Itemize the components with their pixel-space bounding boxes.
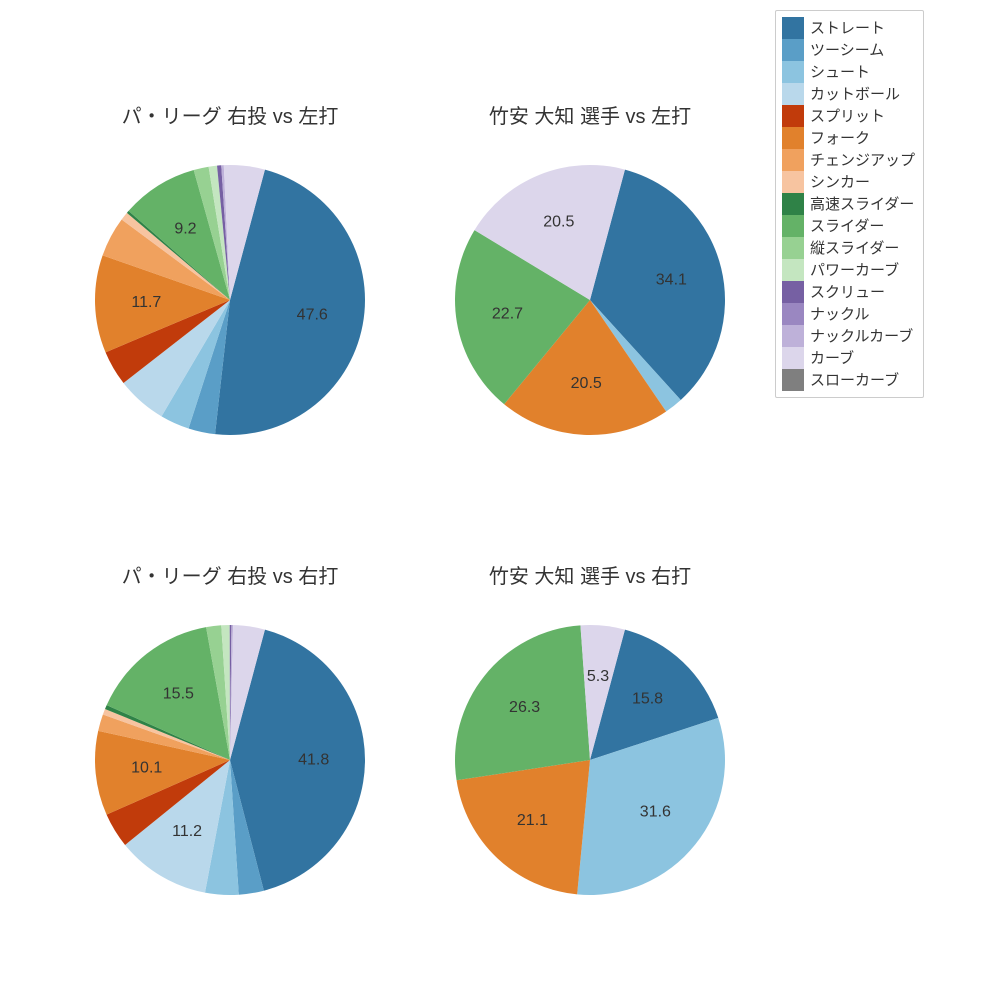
legend-swatch: [782, 237, 804, 259]
legend-item: チェンジアップ: [782, 149, 915, 171]
slice-value-label: 9.2: [174, 220, 196, 237]
slice-value-label: 41.8: [298, 752, 329, 769]
legend-swatch: [782, 61, 804, 83]
legend-item: パワーカーブ: [782, 259, 915, 281]
legend-label: スクリュー: [810, 285, 885, 300]
legend-swatch: [782, 39, 804, 61]
legend-item: シュート: [782, 61, 915, 83]
legend-swatch: [782, 215, 804, 237]
legend-label: 縦スライダー: [810, 241, 899, 256]
legend-label: スプリット: [810, 109, 885, 124]
pie-chart: 41.8 11.2 10.1 15.5: [60, 520, 400, 940]
legend-item: スクリュー: [782, 281, 915, 303]
slice-value-label: 22.7: [492, 305, 523, 322]
legend-label: パワーカーブ: [810, 263, 899, 278]
legend-label: ナックルカーブ: [810, 329, 913, 344]
legend-label: シンカー: [810, 175, 870, 190]
legend-label: ストレート: [810, 21, 885, 36]
legend-item: カットボール: [782, 83, 915, 105]
legend-label: ナックル: [810, 307, 870, 322]
legend-item: スライダー: [782, 215, 915, 237]
pie-panel-top-left: パ・リーグ 右投 vs 左打47.611.79.2: [60, 60, 400, 480]
legend-swatch: [782, 259, 804, 281]
slice-value-label: 21.1: [517, 812, 548, 829]
legend-swatch: [782, 325, 804, 347]
slice-value-label: 20.5: [543, 214, 574, 231]
slice-value-label: 26.3: [509, 699, 540, 716]
slice-value-label: 15.8: [632, 690, 663, 707]
legend-swatch: [782, 83, 804, 105]
slice-value-label: 20.5: [571, 375, 602, 392]
legend-item: カーブ: [782, 347, 915, 369]
legend-swatch: [782, 193, 804, 215]
legend-label: フォーク: [810, 131, 870, 146]
legend-item: ナックル: [782, 303, 915, 325]
legend-item: ナックルカーブ: [782, 325, 915, 347]
pie-panel-bottom-right: 竹安 大知 選手 vs 右打15.831.621.126.35.3: [420, 520, 760, 940]
legend-item: ツーシーム: [782, 39, 915, 61]
legend-swatch: [782, 347, 804, 369]
legend-item: 高速スライダー: [782, 193, 915, 215]
legend-swatch: [782, 149, 804, 171]
legend-swatch: [782, 171, 804, 193]
pie-chart: 34.1 20.5 22.7 20.5: [420, 60, 760, 480]
slice-value-label: 5.3: [587, 668, 609, 685]
legend-label: スライダー: [810, 219, 884, 234]
legend-label: チェンジアップ: [810, 153, 915, 168]
legend-label: ツーシーム: [810, 43, 884, 58]
legend-label: 高速スライダー: [810, 197, 914, 212]
legend-item: スプリット: [782, 105, 915, 127]
legend-item: シンカー: [782, 171, 915, 193]
legend-item: ストレート: [782, 17, 915, 39]
slice-value-label: 15.5: [163, 685, 194, 702]
legend-item: スローカーブ: [782, 369, 915, 391]
slice-value-label: 34.1: [656, 272, 687, 289]
pie-chart: 47.6 11.7 9.2: [60, 60, 400, 480]
slice-value-label: 10.1: [131, 760, 162, 777]
legend-label: スローカーブ: [810, 373, 899, 388]
legend-swatch: [782, 105, 804, 127]
slice-value-label: 11.2: [172, 823, 202, 840]
pie-panel-bottom-left: パ・リーグ 右投 vs 右打41.811.210.115.5: [60, 520, 400, 940]
legend-swatch: [782, 303, 804, 325]
slice-value-label: 11.7: [131, 294, 161, 311]
legend-swatch: [782, 127, 804, 149]
slice-value-label: 31.6: [640, 803, 671, 820]
chart-grid: パ・リーグ 右投 vs 左打47.611.79.2竹安 大知 選手 vs 左打3…: [0, 0, 1000, 1000]
legend-label: シュート: [810, 65, 870, 80]
slice-value-label: 47.6: [297, 307, 328, 324]
pie-chart: 15.8 31.6 21.1 26.3 5.3: [420, 520, 760, 940]
legend-swatch: [782, 281, 804, 303]
legend-swatch: [782, 369, 804, 391]
legend-item: フォーク: [782, 127, 915, 149]
legend-label: カーブ: [810, 351, 854, 366]
pie-panel-top-right: 竹安 大知 選手 vs 左打34.120.522.720.5: [420, 60, 760, 480]
legend: ストレートツーシームシュートカットボールスプリットフォークチェンジアップシンカー…: [775, 10, 924, 398]
legend-item: 縦スライダー: [782, 237, 915, 259]
legend-swatch: [782, 17, 804, 39]
legend-label: カットボール: [810, 87, 900, 102]
